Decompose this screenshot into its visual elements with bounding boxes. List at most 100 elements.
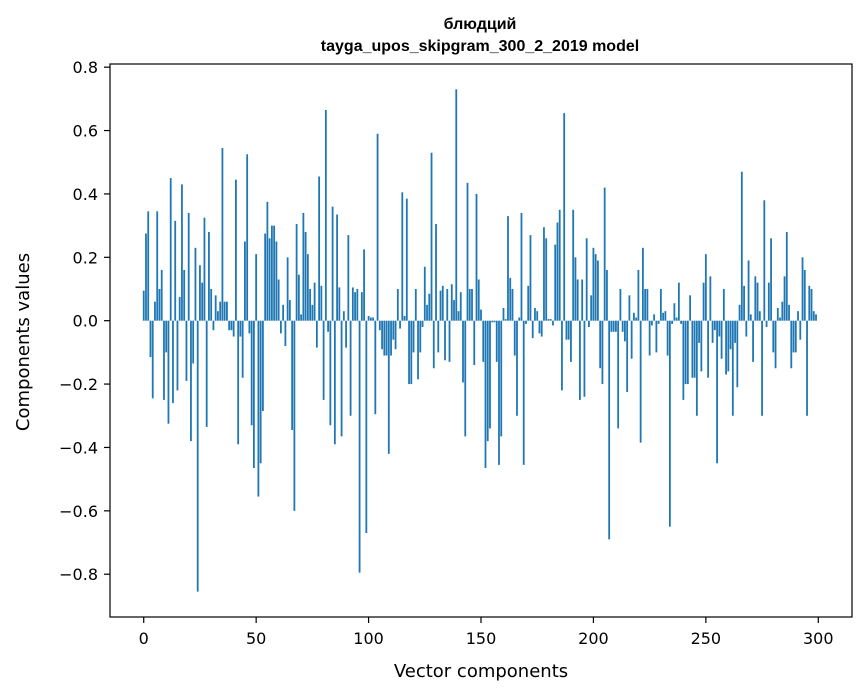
bar-129 <box>432 320 435 369</box>
bar-20 <box>187 212 190 321</box>
bar-68 <box>295 224 298 321</box>
bar-150 <box>480 309 482 321</box>
bar-196 <box>583 320 586 397</box>
bar-120 <box>412 320 415 353</box>
bar-170 <box>525 320 527 324</box>
bar-59 <box>275 241 278 321</box>
bar-281 <box>774 320 777 369</box>
bar-53 <box>262 320 264 412</box>
bar-198 <box>588 320 590 328</box>
bar-199 <box>590 295 593 321</box>
bar-85 <box>333 320 336 445</box>
x-tick-label: 100 <box>353 629 384 648</box>
y-tick-label: −0.8 <box>59 565 98 584</box>
bar-81 <box>324 109 327 321</box>
bar-141 <box>459 292 462 321</box>
chart-subtitle: tayga_upos_skipgram_300_2_2019 model <box>321 38 639 55</box>
bar-82 <box>327 320 329 332</box>
bar-118 <box>408 320 410 385</box>
y-tick-label: 0.0 <box>73 312 98 331</box>
bar-299 <box>815 314 817 321</box>
bar-41 <box>235 179 237 321</box>
bar-151 <box>482 320 485 362</box>
bar-282 <box>776 308 779 321</box>
bar-148 <box>475 193 478 321</box>
bar-253 <box>711 320 714 343</box>
bar-289 <box>792 320 795 353</box>
bar-29 <box>208 231 210 321</box>
bar-31 <box>212 320 215 331</box>
bar-291 <box>797 311 799 321</box>
bar-256 <box>718 320 721 337</box>
bar-294 <box>803 269 806 321</box>
bar-56 <box>268 238 271 321</box>
bar-11 <box>167 320 170 424</box>
bar-261 <box>729 320 732 350</box>
bar-249 <box>702 282 705 321</box>
bar-60 <box>277 279 280 321</box>
bar-228 <box>655 320 658 353</box>
bar-108 <box>385 320 388 356</box>
bar-19 <box>185 320 188 381</box>
bar-210 <box>615 320 617 332</box>
bar-140 <box>457 311 460 321</box>
bar-189 <box>567 320 570 340</box>
bar-112 <box>394 320 397 350</box>
bar-238 <box>677 282 680 321</box>
bar-109 <box>387 320 390 454</box>
bar-0 <box>142 290 145 321</box>
bar-234 <box>668 320 671 527</box>
bar-27 <box>203 217 206 321</box>
bar-155 <box>491 320 494 323</box>
bar-43 <box>239 320 242 337</box>
bar-236 <box>673 303 676 321</box>
bar-194 <box>579 320 581 400</box>
bar-235 <box>671 320 674 324</box>
bar-212 <box>619 289 622 321</box>
bar-130 <box>435 224 437 321</box>
bar-230 <box>659 289 662 321</box>
bar-136 <box>448 320 451 362</box>
bar-30 <box>210 289 213 321</box>
bar-5 <box>154 301 156 321</box>
bar-297 <box>810 289 813 321</box>
bar-273 <box>756 282 759 321</box>
bar-64 <box>286 257 289 321</box>
bar-90 <box>345 320 347 348</box>
bar-125 <box>423 266 426 321</box>
bar-103 <box>374 320 377 415</box>
bar-38 <box>228 320 231 331</box>
bar-266 <box>740 171 743 321</box>
bar-192 <box>574 257 577 321</box>
bar-162 <box>507 216 509 321</box>
bar-45 <box>244 241 246 321</box>
bar-221 <box>639 320 642 443</box>
bar-138 <box>453 300 455 321</box>
bar-127 <box>428 293 431 321</box>
bar-114 <box>399 320 401 329</box>
bar-10 <box>165 320 168 353</box>
bar-258 <box>722 289 725 321</box>
bar-220 <box>637 269 640 321</box>
bar-275 <box>761 320 763 416</box>
bar-262 <box>731 320 734 416</box>
bar-229 <box>657 320 660 324</box>
bar-153 <box>486 320 489 442</box>
bar-49 <box>253 320 255 469</box>
bar-244 <box>691 320 694 378</box>
bar-97 <box>360 292 363 321</box>
bar-195 <box>581 279 584 321</box>
bar-159 <box>500 320 503 437</box>
bar-298 <box>812 311 815 321</box>
bar-42 <box>237 320 240 445</box>
bar-260 <box>727 320 730 372</box>
bar-239 <box>680 320 683 324</box>
bar-54 <box>264 233 267 321</box>
bar-144 <box>466 182 469 321</box>
bar-222 <box>641 247 644 321</box>
bar-58 <box>273 225 276 321</box>
bar-135 <box>446 289 449 321</box>
bar-250 <box>704 254 707 321</box>
bar-296 <box>808 285 811 321</box>
